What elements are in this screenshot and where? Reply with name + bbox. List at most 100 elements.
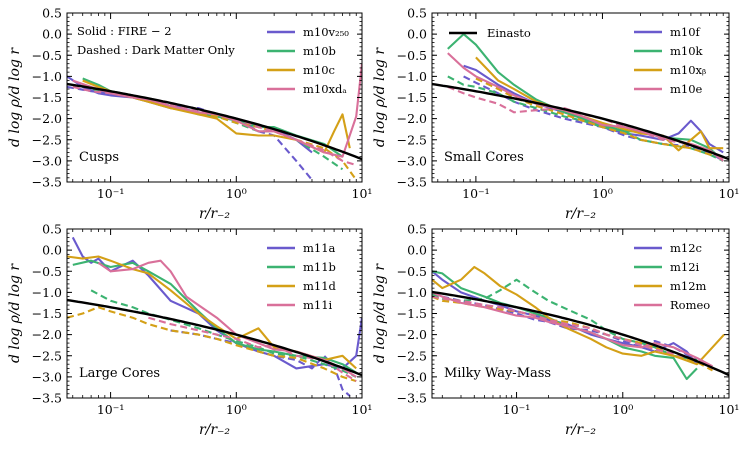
panel-2-label: Small Cores <box>444 150 524 165</box>
panel-3-xlabel: r/r₋₂ <box>199 422 230 438</box>
panel-4-xtick-label: 10⁰ <box>612 402 633 417</box>
panel-1-ytick-label: −2.5 <box>32 132 62 147</box>
panel-3-ytick-label: −3.0 <box>32 369 62 384</box>
panel-3: 0.5 0.0 −0.5 −1.0 −1.5 −2.0 −2.5 −3.0 −3.5 10⁻¹ 10… <box>7 222 372 439</box>
panel-1-series-m10v-dashed <box>67 85 313 181</box>
panel-2-xtick-label: 10⁻¹ <box>462 186 490 201</box>
panel-3-legend: m11a m11b m11d m11i <box>267 241 337 312</box>
panel-3-ytick-label: −1.0 <box>32 285 62 300</box>
panel-3-series-m11d-dashed <box>67 306 357 383</box>
panel-1-xtick-label: 10⁻¹ <box>97 186 125 201</box>
panel-4-plot-area <box>432 265 729 381</box>
panel-1-legend: m10v₂₅₀ m10b m10c m10xdₐ <box>267 25 349 96</box>
panel-1-ytick-label: −3.5 <box>32 175 62 190</box>
panel-3-xtick-label: 10¹ <box>352 402 373 417</box>
panel-4-ytick-label: −3.5 <box>397 391 427 406</box>
panel-1-series-m10xd-solid <box>72 63 362 158</box>
panel-2-ytick-label: 0.5 <box>407 6 427 21</box>
panel-2-ytick-label: −2.0 <box>397 111 427 126</box>
panel-1-legend-label-m10b: m10b <box>303 44 336 58</box>
panel-4-ytick-label: −1.5 <box>397 306 427 321</box>
panel-2-einasto-curve <box>432 82 729 161</box>
panel-3-ylabel: d log ρ/d log r <box>7 263 23 363</box>
panel-1-ylabel: d log ρ/d log r <box>7 47 23 147</box>
panel-3-legend-label-m11i: m11i <box>303 298 333 312</box>
panel-2-legend-label-einasto: Einasto <box>487 26 531 40</box>
panel-1-annotation-1: Solid : FIRE − 2 <box>77 24 172 38</box>
panel-2-ytick-label: −1.5 <box>397 90 427 105</box>
panel-2-ytick-label: −3.0 <box>397 153 427 168</box>
panel-2-legend: m10f m10k m10xᵦ m10e <box>634 25 706 96</box>
panel-1-legend-label-m10c: m10c <box>303 63 335 77</box>
panel-1-legend-label-m10xd: m10xdₐ <box>303 82 347 96</box>
panel-1-ytick-label: −0.5 <box>32 48 62 63</box>
panel-2-ytick-label: −3.5 <box>397 175 427 190</box>
panel-3-einasto-curve <box>67 298 362 377</box>
panel-2-legend-label-m10f: m10f <box>670 25 701 39</box>
panel-4-ylabel: d log ρ/d log r <box>372 263 388 363</box>
panel-3-ytick-label: −3.5 <box>32 391 62 406</box>
panel-3-ytick-label: −2.5 <box>32 348 62 363</box>
panel-2-ytick-label: −1.0 <box>397 69 427 84</box>
panel-2-series-m10x-solid <box>475 56 724 152</box>
panel-4-xlabel: r/r₋₂ <box>565 422 596 438</box>
panel-1: 0.5 0.0 −0.5 −1.0 −1.5 −2.0 −2.5 −3.0 −3.5 10⁻¹ 10… <box>7 6 372 223</box>
panel-3-label: Large Cores <box>79 366 160 381</box>
panel-1-ytick-label: −2.0 <box>32 111 62 126</box>
panel-4-ytick-label: −1.0 <box>397 285 427 300</box>
panel-3-xtick-label: 10⁻¹ <box>97 402 125 417</box>
panel-2-series-m10x-dashed <box>475 77 724 158</box>
panel-2-ytick-label: 0.0 <box>407 27 427 42</box>
panel-2-plot-area <box>432 33 729 162</box>
panel-4-xtick-label: 10⁻¹ <box>503 402 531 417</box>
panel-4-legend-label-m12m: m12m <box>670 279 707 293</box>
panel-1-einasto-curve <box>67 82 362 161</box>
panel-3-ytick-label: −1.5 <box>32 306 62 321</box>
panel-3-ytick-label: 0.0 <box>42 243 62 258</box>
panel-4-ytick-label: −3.0 <box>397 369 427 384</box>
panel-4-series-romeo-solid <box>432 291 714 368</box>
panel-2-xtick-label: 10¹ <box>719 186 740 201</box>
panel-4: 0.5 0.0 −0.5 −1.0 −1.5 −2.0 −2.5 −3.0 −3.5 10⁻¹ 10… <box>372 222 739 439</box>
panel-1-legend-label-m10v: m10v₂₅₀ <box>303 25 349 39</box>
panel-4-label: Milky Way-Mass <box>444 366 551 381</box>
panel-4-xtick-label: 10¹ <box>719 402 740 417</box>
panel-1-label: Cusps <box>79 150 119 165</box>
panel-1-ytick-label: 0.0 <box>42 27 62 42</box>
panel-3-legend-label-m11b: m11b <box>303 260 336 274</box>
panel-1-ytick-label: −3.0 <box>32 153 62 168</box>
panel-1-ytick-label: −1.5 <box>32 90 62 105</box>
panel-1-plot-area <box>67 63 362 181</box>
panel-1-xtick-label: 10¹ <box>352 186 373 201</box>
panel-2-legend-label-m10e: m10e <box>670 82 703 96</box>
panel-3-ytick-label: −2.0 <box>32 327 62 342</box>
panel-1-ytick-label: −1.0 <box>32 69 62 84</box>
panel-2-ytick-label: −0.5 <box>397 48 427 63</box>
panel-3-ytick-label: −0.5 <box>32 264 62 279</box>
panel-2-ytick-label: −2.5 <box>397 132 427 147</box>
panel-2-xlabel: r/r₋₂ <box>565 206 596 222</box>
panel-1-ytick-label: 0.5 <box>42 6 62 21</box>
panel-1-xtick-label: 10⁰ <box>226 186 247 201</box>
panel-4-legend: m12c m12i m12m Romeo <box>634 241 710 312</box>
panel-1-annotation-2: Dashed : Dark Matter Only <box>77 43 235 57</box>
panel-4-legend-label-m12i: m12i <box>670 260 700 274</box>
panel-4-legend-label-romeo: Romeo <box>670 298 710 312</box>
panel-4-ytick-label: −2.5 <box>397 348 427 363</box>
panel-4-series-romeo-dashed <box>432 295 714 370</box>
panel-1-series-m10c-dashed <box>82 83 358 181</box>
panel-3-xtick-label: 10⁰ <box>226 402 247 417</box>
panel-2-legend-label-m10x: m10xᵦ <box>670 63 706 77</box>
panel-2: 0.5 0.0 −0.5 −1.0 −1.5 −2.0 −2.5 −3.0 −3.5 10⁻¹ 10… <box>372 6 739 223</box>
panel-4-series-m12m-solid <box>432 265 725 366</box>
panel-3-legend-label-m11a: m11a <box>303 241 336 255</box>
panel-2-series-m10k-solid <box>447 33 724 162</box>
panel-2-ylabel: d log ρ/d log r <box>372 47 388 147</box>
panel-4-legend-label-m12c: m12c <box>670 241 702 255</box>
panel-4-ytick-label: 0.5 <box>407 222 427 237</box>
panel-3-ytick-label: 0.5 <box>42 222 62 237</box>
panel-4-ytick-label: 0.0 <box>407 243 427 258</box>
panel-2-legend-label-m10k: m10k <box>670 44 704 58</box>
panel-1-xlabel: r/r₋₂ <box>199 206 230 222</box>
